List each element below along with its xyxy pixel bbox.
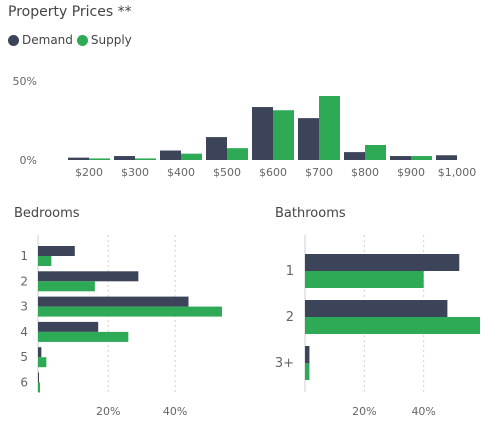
legend-swatch-demand xyxy=(8,34,19,46)
y-tick-label: 2 xyxy=(20,274,28,288)
x-tick-label: 20% xyxy=(96,405,120,418)
bar-bedrooms-supply xyxy=(38,331,129,342)
y-tick-label: 6 xyxy=(20,376,28,390)
bar-bathrooms-demand xyxy=(305,346,310,363)
bathrooms-title: Bathrooms xyxy=(275,206,346,221)
x-tick-label: $700 xyxy=(305,166,333,179)
bar-price-supply xyxy=(319,96,340,160)
bar-price-supply xyxy=(411,156,432,160)
legend: Demand Supply xyxy=(8,33,136,47)
bar-price-supply xyxy=(227,148,248,160)
bar-price-supply xyxy=(89,158,110,160)
bar-bedrooms-demand xyxy=(38,296,189,307)
y-tick-label: 50% xyxy=(13,75,37,88)
bar-price-demand xyxy=(298,118,319,160)
x-tick-label: $500 xyxy=(213,166,241,179)
bar-bathrooms-supply xyxy=(305,363,310,380)
x-tick-label: $300 xyxy=(121,166,149,179)
x-tick-label: 40% xyxy=(411,405,435,418)
bar-bathrooms-demand xyxy=(305,254,460,271)
bar-bedrooms-demand xyxy=(38,372,40,383)
bar-bedrooms-supply xyxy=(38,281,95,292)
bar-price-demand xyxy=(160,150,181,160)
x-tick-label: $400 xyxy=(167,166,195,179)
x-tick-label: $200 xyxy=(75,166,103,179)
bar-price-supply xyxy=(273,110,294,160)
y-tick-label: 1 xyxy=(286,264,294,279)
bar-price-demand xyxy=(436,155,457,160)
bar-bathrooms-demand xyxy=(305,300,448,317)
y-tick-label: 0% xyxy=(20,154,37,167)
bar-price-demand xyxy=(68,157,89,160)
bar-bedrooms-demand xyxy=(38,246,75,256)
legend-item-supply[interactable]: Supply xyxy=(76,33,132,47)
bar-bedrooms-demand xyxy=(38,347,42,358)
bar-bedrooms-supply xyxy=(38,306,222,317)
legend-item-demand[interactable]: Demand xyxy=(8,33,73,47)
bar-bedrooms-demand xyxy=(38,321,99,332)
x-tick-label: $800 xyxy=(351,166,379,179)
x-tick-label: 20% xyxy=(352,405,376,418)
bar-bathrooms-supply xyxy=(305,271,424,288)
bar-price-demand xyxy=(344,152,365,160)
y-tick-label: 5 xyxy=(20,350,28,364)
bar-bedrooms-demand xyxy=(38,271,139,282)
bar-price-supply xyxy=(135,158,156,160)
legend-label-demand: Demand xyxy=(22,33,73,47)
bar-price-demand xyxy=(114,156,135,160)
y-tick-label: 2 xyxy=(286,310,294,325)
bar-price-demand xyxy=(390,156,411,160)
x-tick-label: 40% xyxy=(163,405,187,418)
legend-label-supply: Supply xyxy=(90,33,132,47)
x-tick-label: $600 xyxy=(259,166,287,179)
legend-swatch-supply xyxy=(76,34,88,46)
bar-bathrooms-supply xyxy=(305,317,481,334)
chart-title: Property Prices ** xyxy=(8,4,132,20)
x-tick-label: $1,000 xyxy=(438,166,477,179)
bar-bedrooms-supply xyxy=(38,357,47,368)
bar-price-supply xyxy=(365,144,386,160)
bar-price-supply xyxy=(181,153,202,160)
bedrooms-title: Bedrooms xyxy=(14,206,80,221)
x-tick-label: $900 xyxy=(397,166,425,179)
y-tick-label: 3 xyxy=(20,300,28,314)
bar-price-demand xyxy=(206,137,227,160)
bar-price-demand xyxy=(252,107,273,160)
y-tick-label: 3+ xyxy=(275,356,294,371)
bar-bedrooms-supply xyxy=(38,256,52,266)
bar-bedrooms-supply xyxy=(38,382,41,393)
y-tick-label: 1 xyxy=(20,249,28,263)
y-tick-label: 4 xyxy=(20,325,28,339)
